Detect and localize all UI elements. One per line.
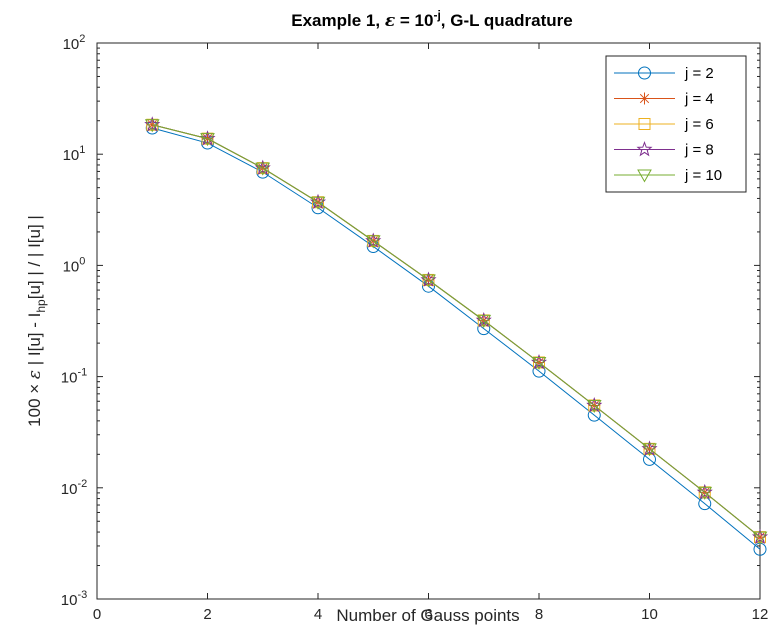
x-tick-label: 2	[203, 606, 211, 623]
data-point	[421, 274, 436, 288]
data-point	[642, 443, 657, 457]
series-0	[145, 121, 767, 556]
data-point	[255, 162, 271, 176]
chart-title: Example 1, ε = 10-j, G-L quadrature	[291, 8, 572, 31]
axis-ticks: 0 2 4 6 8 10 12 10-3 10-2 10-1 100 101 102	[61, 33, 769, 623]
y-tick-label: 10-2	[61, 478, 87, 498]
y-tick-label: 100	[63, 255, 86, 275]
legend-marker	[638, 66, 651, 80]
legend-marker	[638, 118, 651, 130]
y-tick-label: 10-1	[61, 367, 87, 387]
x-tick-label: 6	[424, 606, 432, 623]
series-line	[152, 127, 761, 550]
x-tick-label: 0	[93, 606, 101, 623]
data-point	[752, 531, 768, 545]
data-point	[476, 314, 492, 328]
x-tick-label: 10	[641, 606, 658, 623]
legend-item: j = 4	[614, 91, 714, 108]
data-point	[531, 356, 547, 370]
x-tick-label: 4	[314, 606, 322, 623]
data-point	[310, 196, 326, 210]
x-axis-label: Number of Gauss points	[336, 606, 519, 625]
y-axis-label: 100 × ε | I[u] - Ihp[u] | / | I[u] |	[25, 215, 48, 427]
legend-label: j = 4	[684, 91, 714, 108]
data-point	[144, 119, 160, 133]
legend-marker	[637, 169, 652, 183]
series-4	[144, 119, 768, 545]
legend-item: j = 8	[614, 141, 714, 159]
data-point	[365, 235, 381, 249]
series-layer	[144, 116, 769, 556]
y-tick-label: 102	[63, 33, 86, 53]
legend-label: j = 6	[684, 116, 714, 133]
y-tick-label: 101	[63, 144, 86, 164]
legend-item: j = 6	[614, 116, 714, 133]
legend-item: j = 10	[614, 167, 722, 184]
y-tick-label: 10-3	[61, 589, 87, 609]
data-point	[697, 486, 713, 500]
legend-label: j = 10	[684, 167, 722, 184]
data-point	[200, 133, 215, 147]
x-tick-label: 12	[752, 606, 769, 623]
legend-item: j = 2	[614, 65, 714, 82]
legend-marker	[638, 92, 651, 105]
legend-label: j = 8	[684, 142, 714, 159]
legend-marker	[636, 141, 653, 157]
data-point	[586, 399, 602, 413]
series-line	[152, 124, 761, 538]
legend-label: j = 2	[684, 65, 714, 82]
x-tick-label: 8	[535, 606, 543, 623]
legend: j = 2 j = 4 j = 6 j = 8 j = 10	[605, 55, 747, 193]
